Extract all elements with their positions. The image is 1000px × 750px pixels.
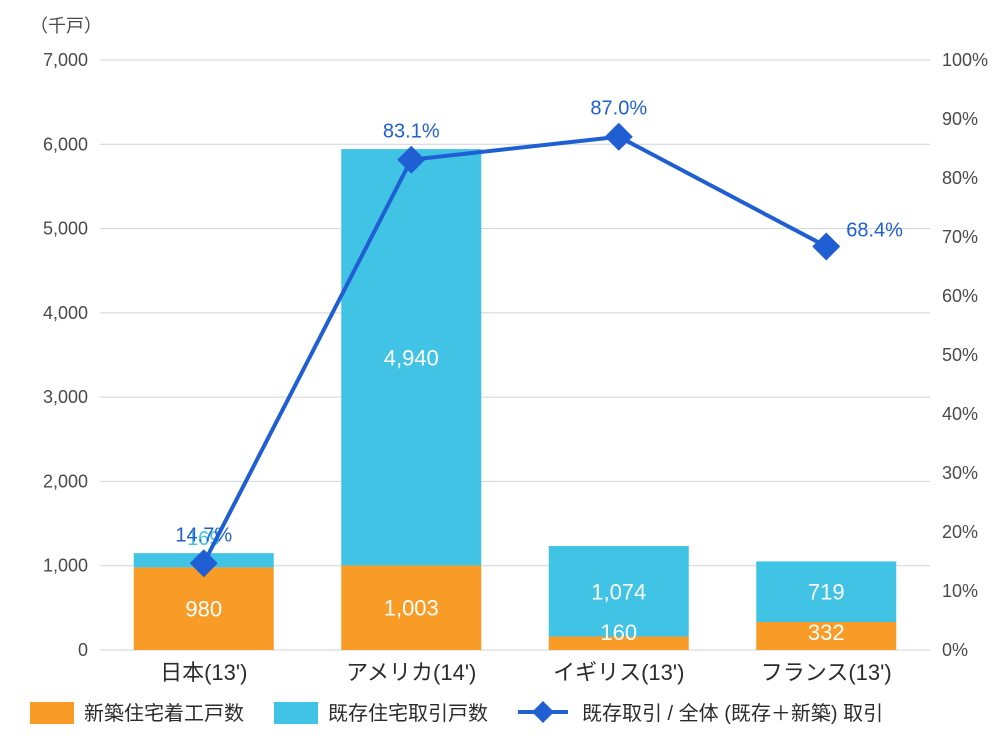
bar-label-existing: 1,074	[591, 579, 646, 604]
right-tick-label: 70%	[942, 227, 978, 247]
unit-label: （千戸）	[30, 16, 102, 36]
ratio-label: 87.0%	[590, 98, 647, 120]
bar-label-existing: 719	[808, 580, 845, 605]
left-tick-label: 0	[78, 640, 88, 660]
left-tick-label: 1,000	[43, 556, 88, 576]
left-tick-label: 2,000	[43, 471, 88, 491]
right-tick-label: 30%	[942, 463, 978, 483]
right-tick-label: 0%	[942, 640, 968, 660]
ratio-label: 68.4%	[846, 219, 903, 241]
ratio-line	[204, 137, 827, 564]
category-label: 日本(13')	[160, 660, 247, 685]
category-label: アメリカ(14')	[346, 660, 476, 685]
bar-label-new-build: 332	[808, 620, 845, 645]
right-tick-label: 10%	[942, 581, 978, 601]
housing-chart: 0 1,000 2,000 3,000 4,000 5,000 6,000 7,000 0% 10…	[0, 0, 1000, 750]
left-tick-label: 5,000	[43, 219, 88, 239]
right-tick-label: 40%	[942, 404, 978, 424]
right-tick-label: 100%	[942, 50, 988, 70]
right-tick-label: 50%	[942, 345, 978, 365]
bar-label-new-build: 160	[600, 620, 637, 645]
legend-label: 既存取引 / 全体 (既存＋新築) 取引	[582, 702, 883, 725]
left-tick-label: 6,000	[43, 134, 88, 154]
legend-label: 既存住宅取引戸数	[328, 702, 488, 725]
ratio-marker	[812, 232, 840, 260]
right-tick-label: 80%	[942, 168, 978, 188]
legend-swatch	[30, 702, 74, 724]
bar-label-existing: 4,940	[384, 345, 439, 370]
legend-label: 新築住宅着工戸数	[84, 702, 244, 725]
category-label: イギリス(13')	[553, 660, 684, 685]
category-label: フランス(13')	[761, 660, 892, 685]
left-tick-label: 7,000	[43, 50, 88, 70]
chart-svg: 0 1,000 2,000 3,000 4,000 5,000 6,000 7,000 0% 10…	[0, 0, 1000, 750]
ratio-marker	[605, 123, 633, 151]
bar-label-new-build: 1,003	[384, 596, 439, 621]
ratio-label: 14.7%	[175, 524, 232, 546]
left-tick-label: 3,000	[43, 387, 88, 407]
right-tick-label: 60%	[942, 286, 978, 306]
right-tick-label: 90%	[942, 109, 978, 129]
left-tick-label: 4,000	[43, 303, 88, 323]
ratio-label: 83.1%	[383, 121, 440, 143]
legend-swatch	[274, 702, 318, 724]
bar-label-new-build: 980	[185, 597, 222, 622]
right-tick-label: 20%	[942, 522, 978, 542]
legend-diamond-icon	[532, 701, 554, 723]
